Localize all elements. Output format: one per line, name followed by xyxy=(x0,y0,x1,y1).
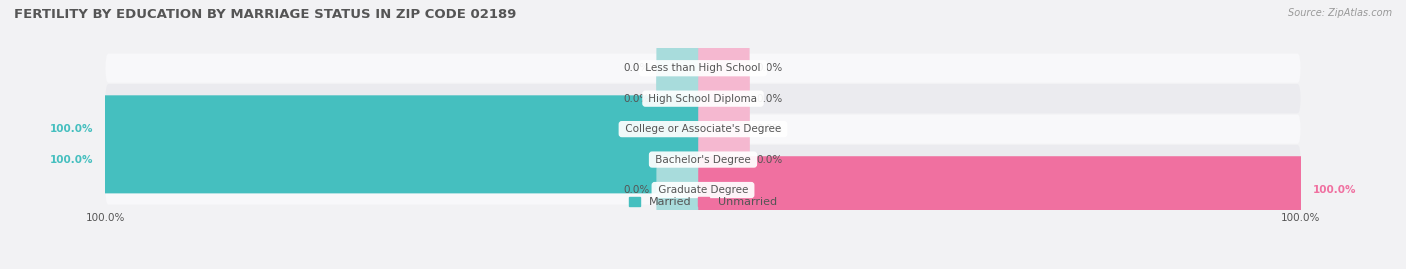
Text: 0.0%: 0.0% xyxy=(756,155,783,165)
Text: 100.0%: 100.0% xyxy=(1313,185,1355,195)
FancyBboxPatch shape xyxy=(105,115,1301,144)
Text: 0.0%: 0.0% xyxy=(623,94,650,104)
Text: High School Diploma: High School Diploma xyxy=(645,94,761,104)
FancyBboxPatch shape xyxy=(699,34,749,102)
Text: 100.0%: 100.0% xyxy=(51,124,94,134)
FancyBboxPatch shape xyxy=(101,126,707,193)
FancyBboxPatch shape xyxy=(105,145,1301,174)
FancyBboxPatch shape xyxy=(699,126,749,193)
Text: 0.0%: 0.0% xyxy=(756,124,783,134)
Text: 0.0%: 0.0% xyxy=(756,94,783,104)
Text: Source: ZipAtlas.com: Source: ZipAtlas.com xyxy=(1288,8,1392,18)
Text: 0.0%: 0.0% xyxy=(623,185,650,195)
Text: Bachelor's Degree: Bachelor's Degree xyxy=(652,155,754,165)
FancyBboxPatch shape xyxy=(699,156,1305,224)
FancyBboxPatch shape xyxy=(101,95,707,163)
Legend: Married, Unmarried: Married, Unmarried xyxy=(628,197,778,207)
FancyBboxPatch shape xyxy=(657,34,707,102)
Text: FERTILITY BY EDUCATION BY MARRIAGE STATUS IN ZIP CODE 02189: FERTILITY BY EDUCATION BY MARRIAGE STATU… xyxy=(14,8,516,21)
FancyBboxPatch shape xyxy=(105,84,1301,113)
Text: 0.0%: 0.0% xyxy=(756,63,783,73)
FancyBboxPatch shape xyxy=(699,95,749,163)
Text: College or Associate's Degree: College or Associate's Degree xyxy=(621,124,785,134)
Text: Graduate Degree: Graduate Degree xyxy=(655,185,751,195)
FancyBboxPatch shape xyxy=(105,175,1301,205)
FancyBboxPatch shape xyxy=(699,65,749,132)
Text: 100.0%: 100.0% xyxy=(51,155,94,165)
FancyBboxPatch shape xyxy=(657,156,707,224)
FancyBboxPatch shape xyxy=(105,54,1301,83)
Text: Less than High School: Less than High School xyxy=(643,63,763,73)
Text: 0.0%: 0.0% xyxy=(623,63,650,73)
FancyBboxPatch shape xyxy=(657,65,707,132)
